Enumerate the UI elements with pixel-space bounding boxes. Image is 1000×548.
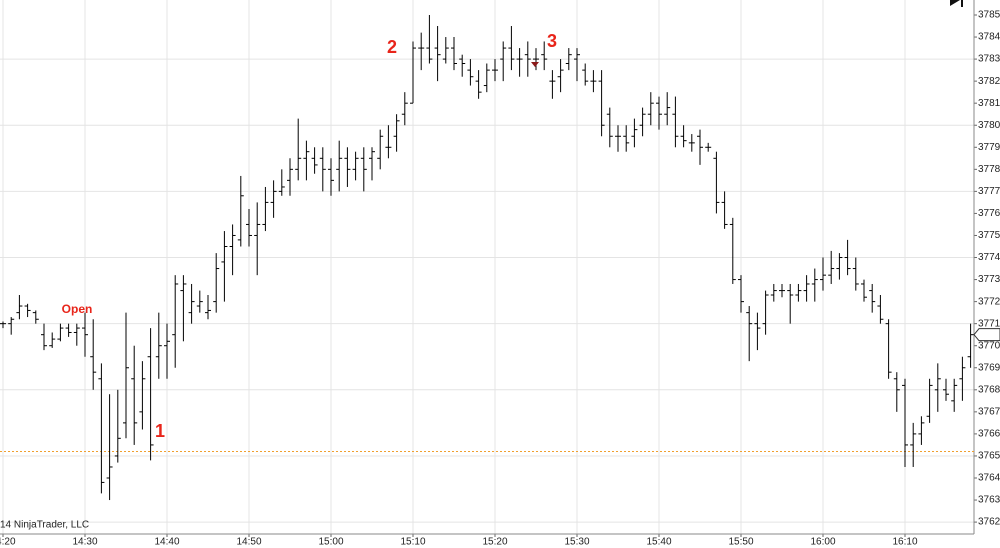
y-tick-label: 3773 <box>978 274 1000 285</box>
y-tick-label: 3784 <box>978 32 1000 43</box>
y-tick-label: 3767 <box>978 406 1000 417</box>
y-tick-label: 3778 <box>978 164 1000 175</box>
annotation: 3 <box>547 31 557 51</box>
corner-icon <box>950 0 963 7</box>
x-tick-label: 15:40 <box>646 537 671 548</box>
x-tick-label: 15:10 <box>400 537 425 548</box>
x-tick-label: 15:30 <box>564 537 589 548</box>
x-tick-label: 15:00 <box>318 537 343 548</box>
y-tick-label: 3769 <box>978 362 1000 373</box>
y-tick-label: 3762 <box>978 517 1000 528</box>
arrow-marker <box>531 62 539 67</box>
x-tick-label: 16:00 <box>810 537 835 548</box>
y-tick-label: 3770 <box>978 340 1000 351</box>
y-tick-label: 3771 <box>978 318 1000 329</box>
watermark: 14 NinjaTrader, LLC <box>0 520 89 531</box>
x-tick-label: 14:50 <box>236 537 261 548</box>
y-tick-label: 3777 <box>978 186 1000 197</box>
x-tick-label: 14:20 <box>0 537 16 548</box>
annotation: 2 <box>387 37 397 57</box>
y-tick-label: 3785 <box>978 10 1000 21</box>
y-tick-label: 3766 <box>978 429 1000 440</box>
annotation: 1 <box>155 421 165 441</box>
y-tick-label: 3782 <box>978 76 1000 87</box>
annotation: Open <box>62 302 93 316</box>
x-tick-label: 14:40 <box>154 537 179 548</box>
x-tick-label: 14:30 <box>72 537 97 548</box>
y-tick-label: 3765 <box>978 451 1000 462</box>
y-tick-label: 3783 <box>978 54 1000 65</box>
current-price-marker <box>973 328 1000 342</box>
y-tick-label: 3781 <box>978 98 1000 109</box>
x-tick-label: 16:10 <box>892 537 917 548</box>
y-tick-label: 3776 <box>978 208 1000 219</box>
y-tick-label: 3779 <box>978 142 1000 153</box>
y-tick-label: 3764 <box>978 473 1000 484</box>
y-tick-label: 3775 <box>978 230 1000 241</box>
y-tick-label: 3774 <box>978 252 1000 263</box>
y-tick-label: 3780 <box>978 120 1000 131</box>
x-tick-label: 15:20 <box>482 537 507 548</box>
x-tick-label: 15:50 <box>728 537 753 548</box>
y-tick-label: 3772 <box>978 296 1000 307</box>
y-tick-label: 3768 <box>978 384 1000 395</box>
y-tick-label: 3763 <box>978 495 1000 506</box>
